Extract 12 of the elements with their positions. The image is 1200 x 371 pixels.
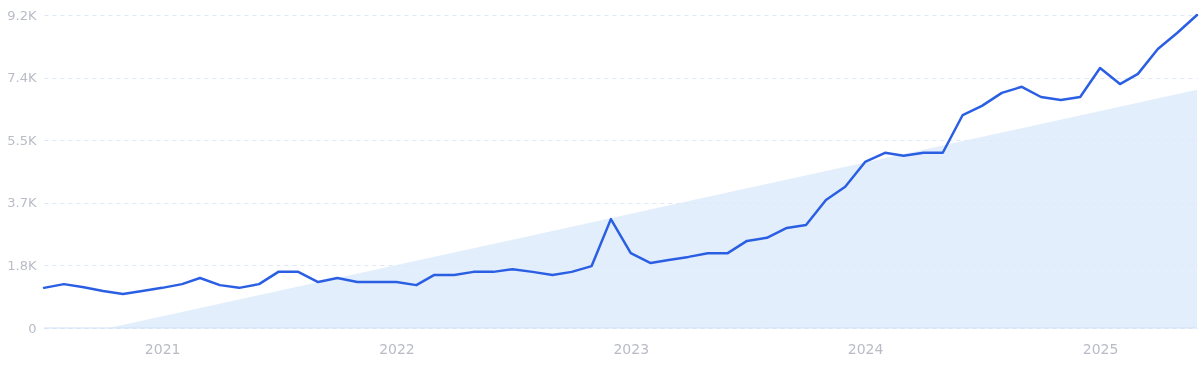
- x-tick-label: 2025: [1082, 340, 1119, 357]
- y-tick-label: 3.7K: [7, 195, 37, 211]
- x-tick-label: 2023: [613, 340, 650, 357]
- y-tick-label: 7.4K: [7, 70, 37, 86]
- y-tick-label: 9.2K: [7, 7, 37, 23]
- y-tick-label: 5.5K: [7, 132, 37, 148]
- y-tick-label: 0: [28, 320, 37, 336]
- y-tick-label: 1.8K: [7, 257, 37, 273]
- x-tick-label: 2021: [144, 340, 181, 357]
- x-tick-label: 2024: [847, 340, 884, 357]
- x-tick-label: 2022: [379, 340, 415, 357]
- line-series: [42, 13, 1199, 296]
